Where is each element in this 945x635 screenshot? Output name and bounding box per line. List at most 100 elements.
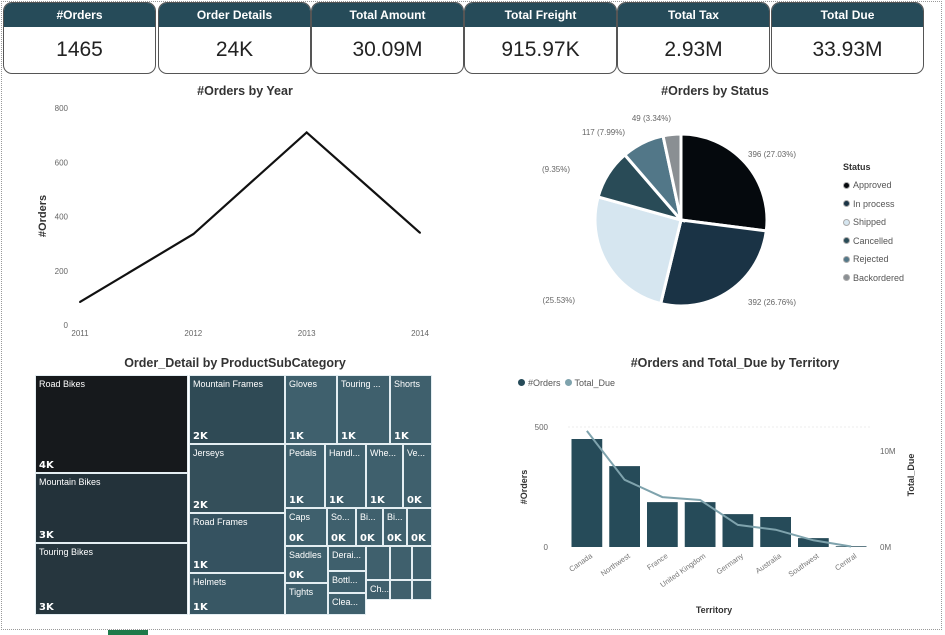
treemap-cell[interactable]: Bottl... xyxy=(328,571,366,593)
cell-value: 0K xyxy=(407,495,422,506)
kpi-label: Total Freight xyxy=(465,3,616,27)
legend-total-due[interactable]: Total_Due xyxy=(564,378,615,388)
cell-label: Bottl... xyxy=(332,575,358,585)
treemap-cell[interactable]: Mountain Frames 2K xyxy=(189,375,285,444)
legend-dot xyxy=(843,218,850,226)
treemap-cell[interactable] xyxy=(390,580,412,600)
cell-label: Touring ... xyxy=(341,379,381,389)
treemap-cell[interactable]: Touring Bikes 3K xyxy=(35,543,188,615)
kpi-card: Total Freight 915.97K xyxy=(464,2,617,74)
bar-germany xyxy=(722,514,754,547)
legend-item[interactable]: In process xyxy=(843,195,904,214)
kpi-label: #Orders xyxy=(4,3,155,27)
treemap-cell[interactable] xyxy=(412,580,432,600)
slice-data-label: 374 (25.53%) xyxy=(540,296,575,305)
cell-label: So... xyxy=(331,512,350,522)
x-tick-label: 2013 xyxy=(298,329,316,338)
treemap-cell[interactable]: Mountain Bikes 3K xyxy=(35,473,188,543)
legend-orders[interactable]: #Orders xyxy=(518,378,561,388)
treemap-cell[interactable]: 0K xyxy=(407,508,432,546)
cell-value: 1K xyxy=(289,431,304,442)
treemap-cell[interactable]: Pedals 1K xyxy=(285,444,325,508)
cell-label: Handl... xyxy=(329,448,361,458)
y-tick-label: 0 xyxy=(64,321,69,330)
cell-value: 0K xyxy=(331,533,346,544)
x-tick-label: France xyxy=(645,551,669,572)
treemap-cell[interactable]: Road Bikes 4K xyxy=(35,375,188,473)
cell-value: 0K xyxy=(289,570,304,581)
treemap-cell[interactable]: Gloves 1K xyxy=(285,375,337,444)
x-tick-label: Northwest xyxy=(599,551,633,578)
treemap-cell[interactable]: Tights xyxy=(285,583,328,615)
x-axis-title: Territory xyxy=(696,605,732,615)
y-tick-label: 500 xyxy=(535,423,549,432)
treemap-cell[interactable]: Bi... 0K xyxy=(383,508,407,546)
kpi-value: 30.09M xyxy=(352,38,423,61)
cell-label: Caps xyxy=(289,512,311,522)
pie-slice-approved xyxy=(679,132,769,233)
x-tick-label: Australia xyxy=(754,551,784,576)
cell-label: Pedals xyxy=(289,448,317,458)
legend-dot xyxy=(843,237,850,245)
legend-item[interactable]: Backordered xyxy=(843,269,904,288)
legend-item[interactable]: Rejected xyxy=(843,250,904,269)
slice-data-label: 49 (3.34%) xyxy=(632,114,671,123)
treemap-cell[interactable]: Touring ... 1K xyxy=(337,375,390,444)
orders-total-due-by-territory-chart[interactable]: 0 500 0M 10M #Orders Total_Due Canada Northwest… xyxy=(500,395,940,625)
legend-dot xyxy=(843,255,850,263)
cell-label: Road Frames xyxy=(193,517,248,527)
treemap-cell[interactable]: So... 0K xyxy=(327,508,356,546)
legend-item[interactable]: Cancelled xyxy=(843,232,904,251)
kpi-value: 2.93M xyxy=(664,38,723,61)
treemap-cell[interactable]: Jerseys 2K xyxy=(189,444,285,513)
status-legend: Status Approved In process Shipped Cancelle… xyxy=(843,162,904,287)
treemap-cell[interactable]: Ve... 0K xyxy=(403,444,432,508)
cell-value: 2K xyxy=(193,431,208,442)
sheet-tab[interactable] xyxy=(108,630,148,635)
total-due-line xyxy=(586,430,852,548)
kpi-card: #Orders 1465 xyxy=(3,2,156,74)
treemap-cell[interactable]: Handl... 1K xyxy=(325,444,366,508)
legend-item[interactable]: Shipped xyxy=(843,213,904,232)
cell-label: Ve... xyxy=(407,448,426,458)
legend-item[interactable]: Approved xyxy=(843,176,904,195)
kpi-value: 915.97K xyxy=(501,38,580,61)
cell-label: Whe... xyxy=(370,448,397,458)
cell-value: 0K xyxy=(289,533,304,544)
treemap-cell[interactable] xyxy=(390,546,412,580)
y2-tick-label: 0M xyxy=(880,543,891,552)
cell-label: Shorts xyxy=(394,379,421,389)
bar-southwest xyxy=(798,538,829,547)
kpi-card: Total Tax 2.93M xyxy=(617,2,770,74)
kpi-label: Total Due xyxy=(772,3,923,27)
treemap-cell[interactable]: Caps 0K xyxy=(285,508,327,546)
y-tick-label: 0 xyxy=(544,543,549,552)
legend-title: Status xyxy=(843,162,871,172)
treemap-cell[interactable]: Shorts 1K xyxy=(390,375,432,444)
pie-slice-shipped xyxy=(593,195,683,306)
orders-by-year-chart[interactable]: 0 200 400 600 800 #Orders 2011 2012 2013 2014 xyxy=(30,100,450,345)
cell-value: 1K xyxy=(289,495,304,506)
treemap-cell[interactable]: Ch... xyxy=(366,580,390,600)
treemap-cell[interactable]: Saddles 0K xyxy=(285,546,328,583)
treemap-cell[interactable]: Road Frames 1K xyxy=(189,513,285,573)
treemap-cell[interactable]: Derai... xyxy=(328,546,366,571)
x-tick-label: Central xyxy=(833,551,858,572)
cell-label: Gloves xyxy=(289,379,318,389)
kpi-value: 33.93M xyxy=(812,38,883,61)
treemap-cell[interactable] xyxy=(366,546,390,580)
data-point xyxy=(79,300,81,303)
pie-slice-backordered xyxy=(661,132,683,221)
treemap-title: Order_Detail by ProductSubCategory xyxy=(124,356,346,370)
treemap-cell[interactable]: Bi... 0K xyxy=(356,508,383,546)
treemap-cell[interactable] xyxy=(412,546,432,580)
legend-label: Approved xyxy=(853,180,892,191)
orders-by-status-chart[interactable]: 396 (27.03%) 392 (26.76%) 374 (25.53%) 137 … xyxy=(540,100,840,320)
treemap-cell[interactable]: Helmets 1K xyxy=(189,573,285,615)
treemap-cell[interactable]: Whe... 1K xyxy=(366,444,403,508)
legend-dot xyxy=(518,379,525,386)
treemap-cell[interactable]: Clea... xyxy=(328,593,366,615)
orders-line xyxy=(79,130,421,303)
legend-label: Cancelled xyxy=(853,235,894,246)
pie-chart-title: #Orders by Status xyxy=(661,84,769,98)
